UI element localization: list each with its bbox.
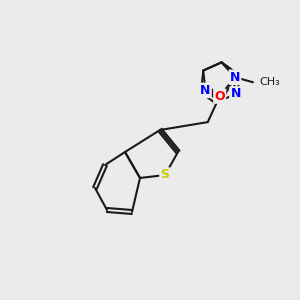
Text: N: N [230, 71, 240, 84]
Text: N: N [230, 88, 241, 100]
Text: N: N [200, 84, 211, 97]
Text: O: O [214, 90, 225, 103]
Text: S: S [160, 169, 169, 182]
Text: CH₃: CH₃ [259, 77, 280, 87]
